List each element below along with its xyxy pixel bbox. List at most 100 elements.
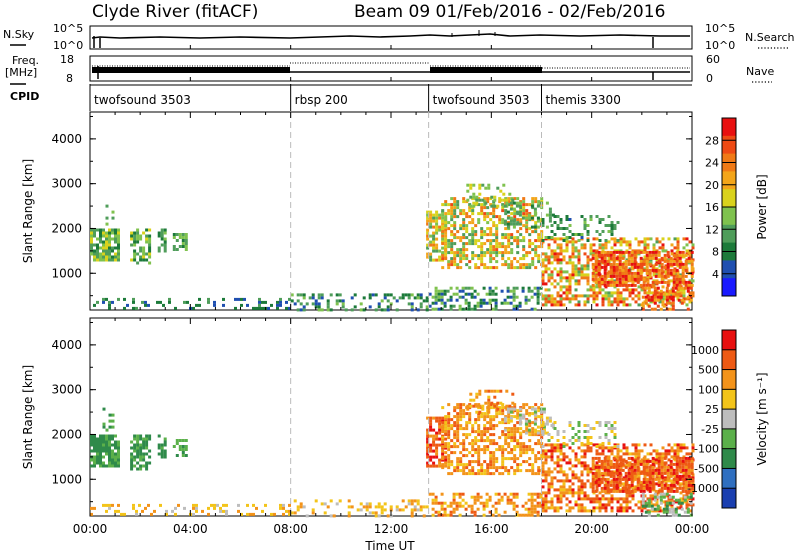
data-cell: [133, 437, 137, 441]
data-cell: [609, 265, 613, 269]
data-cell: [674, 507, 678, 511]
data-cell: [163, 443, 167, 447]
data-cell: [652, 509, 656, 513]
data-cell: [237, 503, 240, 507]
data-cell: [519, 266, 523, 270]
data-cell: [93, 464, 96, 468]
data-cell: [690, 262, 694, 266]
data-cell: [568, 300, 572, 304]
data-cell: [515, 510, 519, 514]
data-cell: [506, 410, 510, 414]
data-cell: [509, 222, 513, 226]
data-cell: [456, 424, 460, 428]
data-cell: [519, 451, 523, 455]
data-cell: [675, 283, 679, 287]
data-cell: [99, 234, 102, 238]
data-cell: [444, 215, 448, 219]
data-cell: [447, 263, 451, 267]
data-cell: [136, 467, 140, 471]
data-cell: [525, 263, 529, 267]
colorbar-swatch: [722, 135, 736, 155]
data-cell: [111, 455, 114, 459]
data-cell: [670, 249, 674, 253]
data-cell: [571, 488, 575, 492]
data-cell: [501, 209, 505, 213]
data-cell: [518, 431, 522, 435]
data-cell: [653, 292, 657, 296]
data-cell: [435, 416, 439, 420]
data-cell: [647, 510, 651, 514]
data-cell: [426, 255, 430, 259]
data-cell: [108, 413, 112, 417]
data-cell: [594, 456, 598, 460]
data-cell: [645, 256, 649, 260]
data-cell: [647, 298, 651, 302]
data-cell: [474, 442, 478, 446]
data-cell: [628, 246, 632, 250]
data-cell: [646, 237, 650, 241]
data-cell: [687, 456, 691, 460]
data-cell: [501, 221, 505, 225]
data-cell: [90, 246, 93, 250]
data-cell: [246, 303, 249, 307]
data-cell: [594, 474, 598, 478]
data-cell: [489, 460, 493, 464]
data-cell: [534, 433, 538, 437]
data-cell: [485, 498, 489, 502]
data-cell: [571, 427, 575, 430]
data-cell: [102, 446, 105, 450]
nave-trace: [92, 62, 690, 69]
data-cell: [586, 288, 590, 292]
data-cell: [666, 486, 670, 490]
data-cell: [515, 286, 519, 290]
data-cell: [501, 451, 505, 455]
data-cell: [114, 252, 117, 256]
data-cell: [530, 307, 534, 311]
data-cell: [441, 430, 445, 434]
data-cell: [621, 265, 625, 269]
data-cell: [159, 300, 162, 304]
data-cell: [438, 416, 442, 420]
data-cell: [480, 430, 484, 434]
data-cell: [163, 249, 167, 253]
data-cell: [111, 464, 114, 468]
data-cell: [165, 512, 168, 516]
data-cell: [533, 422, 537, 426]
colorbar-tick-label: 20: [705, 179, 719, 192]
data-cell: [503, 419, 507, 423]
data-cell: [486, 466, 490, 470]
data-cell: [630, 462, 634, 466]
data-cell: [401, 508, 405, 512]
data-cell: [105, 503, 108, 507]
data-cell: [487, 183, 491, 187]
data-cell: [682, 446, 686, 450]
data-cell: [663, 486, 667, 490]
data-cell: [666, 477, 670, 481]
data-cell: [530, 510, 534, 514]
data-cell: [524, 301, 528, 305]
data-cell: [525, 469, 529, 473]
data-cell: [660, 280, 664, 284]
data-cell: [468, 421, 472, 425]
data-cell: [96, 443, 99, 447]
data-cell: [462, 448, 466, 452]
data-cell: [658, 240, 662, 244]
data-cell: [586, 233, 590, 236]
data-cell: [604, 243, 608, 247]
data-cell: [459, 451, 463, 455]
data-cell: [612, 265, 616, 269]
data-cell: [641, 286, 645, 290]
data-cell: [492, 460, 496, 464]
data-cell: [577, 497, 581, 501]
data-cell: [326, 505, 330, 509]
data-cell: [604, 446, 608, 450]
data-cell: [665, 507, 669, 511]
data-cell: [652, 243, 656, 247]
data-cell: [513, 197, 517, 201]
data-cell: [556, 270, 560, 274]
data-cell: [541, 224, 545, 227]
data-cell: [678, 280, 682, 284]
data-cell: [547, 467, 551, 471]
data-cell: [625, 503, 629, 507]
data-cell: [264, 503, 267, 507]
